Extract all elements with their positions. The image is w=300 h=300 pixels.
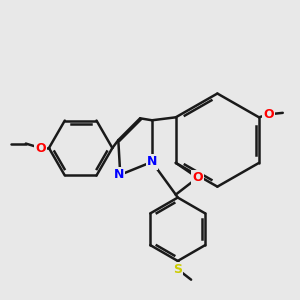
- Text: O: O: [35, 142, 46, 154]
- Text: O: O: [263, 108, 274, 121]
- Text: S: S: [173, 263, 182, 276]
- Text: N: N: [147, 155, 157, 168]
- Text: N: N: [114, 168, 124, 181]
- Text: O: O: [192, 171, 203, 184]
